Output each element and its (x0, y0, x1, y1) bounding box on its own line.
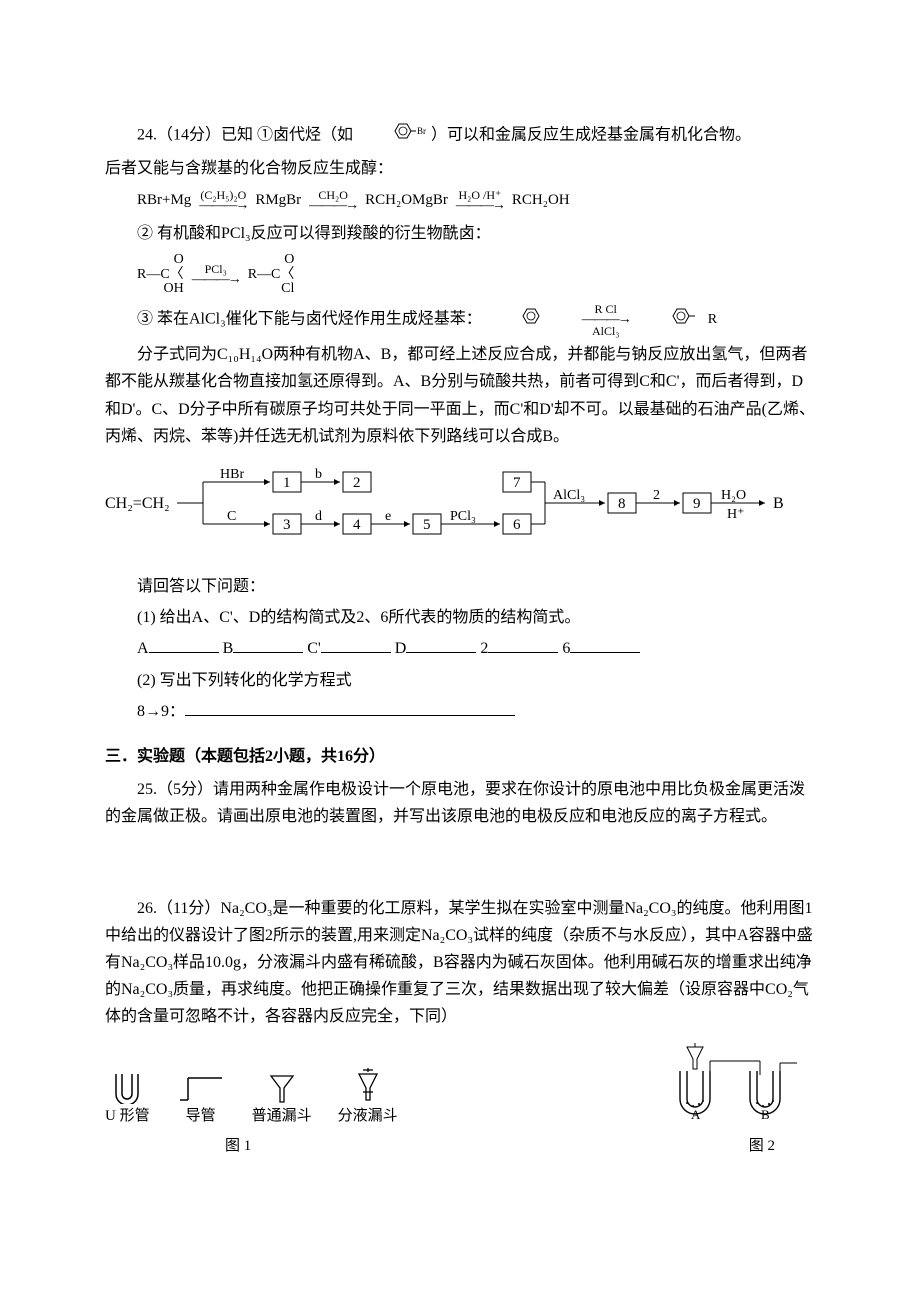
label: 分液漏斗 (338, 1104, 398, 1130)
svg-text:HBr: HBr (220, 467, 244, 482)
flow-start: CH₂=CH₂ (105, 495, 170, 512)
svg-text:e: e (385, 509, 391, 524)
arrow-icon: CH₂O ———→ (303, 189, 363, 213)
svg-text:7: 7 (513, 475, 521, 491)
fig-captions: 图 1 图 2 (105, 1134, 815, 1160)
fig1-caption: 图 1 (225, 1134, 251, 1160)
arrow-icon: (C₂H₅)₂O ———→ (193, 189, 253, 213)
svg-text:B: B (773, 495, 784, 512)
svg-text:H₂O: H₂O (721, 488, 746, 503)
q25-text: 25.（5分）请用两种金属作电极设计一个原电池，要求在你设计的原电池中用比负极金… (105, 776, 815, 830)
reagent: RCH₂OMgBr (365, 188, 448, 214)
svg-text:Br: Br (417, 126, 426, 136)
text: R (708, 312, 717, 327)
fig2-caption: 图 2 (749, 1134, 775, 1160)
label-d: D (395, 640, 407, 657)
label-a: A (137, 640, 149, 657)
q24-scheme2: O R—C〈 OH PCl₃ ———→ O R—C〈 Cl (137, 253, 815, 297)
label: U 形管 (105, 1104, 150, 1130)
tube-icon (176, 1070, 226, 1104)
label-2: 2 (480, 640, 488, 657)
benzene-r-icon (636, 305, 704, 336)
equip-funnel: 普通漏斗 (252, 1070, 312, 1130)
acid-fragment-icon: O R—C〈 OH (137, 253, 184, 297)
apparatus-icon: A B (665, 1041, 815, 1121)
blank-6 (570, 636, 640, 653)
svg-text:3: 3 (283, 517, 291, 533)
q24-scheme1: RBr+Mg (C₂H₅)₂O ———→ RMgBr CH₂O ———→ RCH… (137, 188, 815, 214)
label: 普通漏斗 (252, 1104, 312, 1130)
svg-text:9: 9 (693, 496, 701, 512)
section3-title: 三．实验题（本题包括2小题，共16分） (105, 743, 815, 770)
q24-q2: (2) 写出下列转化的化学方程式 (137, 667, 815, 694)
svg-text:A: A (691, 1107, 701, 1121)
equip-tube: 导管 (176, 1070, 226, 1130)
svg-text:8: 8 (618, 496, 626, 512)
blank-d (406, 636, 476, 653)
blank-cp (321, 636, 391, 653)
text: ③ 苯在AlCl₃催化下能与卤代烃作用生成烃基苯： (137, 311, 482, 328)
fig2-group: A B (665, 1041, 815, 1130)
sep-funnel-icon (353, 1066, 383, 1104)
reagent: RBr+Mg (137, 188, 191, 214)
arrow-icon: R Cl ———→ AlCl₃ (550, 303, 630, 337)
svg-text:d: d (315, 509, 322, 524)
q24-intro-line1: 24.（14分）已知 ①卤代烃（如 Br ）可以和金属反应生成烃基金属有机化合物… (105, 120, 815, 151)
reagent: RCH₂OH (512, 188, 570, 214)
q26-text: 26.（11分）Na₂CO₃是一种重要的化工原料，某学生拟在实验室中测量Na₂C… (105, 895, 815, 1031)
benzene-br-icon: Br (357, 120, 427, 151)
blank-2 (488, 636, 558, 653)
q24-blanks-row: A B C' D 2 6 (137, 635, 815, 662)
q24-flow-diagram: CH₂=CH₂ HBr 1 b 2 C 3 d 4 e 5 PCl₃ (105, 460, 815, 559)
fig1-group: U 形管 导管 普通漏斗 分液漏斗 (105, 1066, 398, 1130)
svg-text:1: 1 (283, 475, 291, 491)
blank-a (149, 636, 219, 653)
text: ）可以和金属反应生成烃基金属有机化合物。 (431, 126, 751, 143)
q24-line3: ③ 苯在AlCl₃催化下能与卤代烃作用生成烃基苯： R Cl ———→ AlCl… (105, 303, 815, 337)
svg-text:5: 5 (423, 517, 431, 533)
svg-text:B: B (761, 1107, 770, 1121)
funnel-icon (267, 1070, 297, 1104)
q24-paragraph: 分子式同为C₁₀H₁₄O两种有机物A、B，都可经上述反应合成，并都能与钠反应放出… (105, 341, 815, 450)
blank-89 (185, 699, 515, 716)
q24-ask: 请回答以下问题： (137, 573, 815, 600)
q24-line2: ② 有机酸和PCl₃反应可以得到羧酸的衍生物酰卤： (105, 220, 815, 247)
equip-sep-funnel: 分液漏斗 (338, 1066, 398, 1130)
q26-figures: U 形管 导管 普通漏斗 分液漏斗 (105, 1041, 815, 1130)
svg-text:6: 6 (513, 517, 521, 533)
text: 24.（14分）已知 ①卤代烃（如 (137, 126, 353, 143)
svg-text:b: b (315, 467, 322, 482)
label-cp: C' (307, 640, 321, 657)
svg-text:4: 4 (353, 517, 361, 533)
u-tube-icon (110, 1070, 144, 1104)
arrow-icon: H₂O /H⁺ ———→ (450, 189, 510, 213)
svg-text:C: C (227, 509, 236, 524)
label-b: B (223, 640, 234, 657)
q24-q2-line: 8→9： (137, 698, 815, 725)
svg-text:2: 2 (653, 488, 660, 503)
label-89: 8→9： (137, 703, 185, 720)
q24-intro-line2: 后者又能与含羰基的化合物反应生成醇： (105, 155, 815, 182)
svg-text:2: 2 (353, 475, 361, 491)
reagent: RMgBr (255, 188, 301, 214)
acyl-fragment-icon: O R—C〈 Cl (248, 253, 295, 297)
arrow-icon: PCl₃ ———→ (186, 263, 246, 287)
svg-text:H⁺: H⁺ (727, 507, 745, 522)
svg-text:PCl₃: PCl₃ (450, 509, 476, 524)
label-6: 6 (562, 640, 570, 657)
q24-q1: (1) 给出A、C'、D的结构简式及2、6所代表的物质的结构简式。 (137, 604, 815, 631)
equip-u-tube: U 形管 (105, 1070, 150, 1130)
label: 导管 (186, 1104, 216, 1130)
blank-b (233, 636, 303, 653)
spacer (105, 835, 815, 895)
svg-text:AlCl₃: AlCl₃ (553, 488, 585, 503)
benzene-icon (486, 305, 544, 336)
